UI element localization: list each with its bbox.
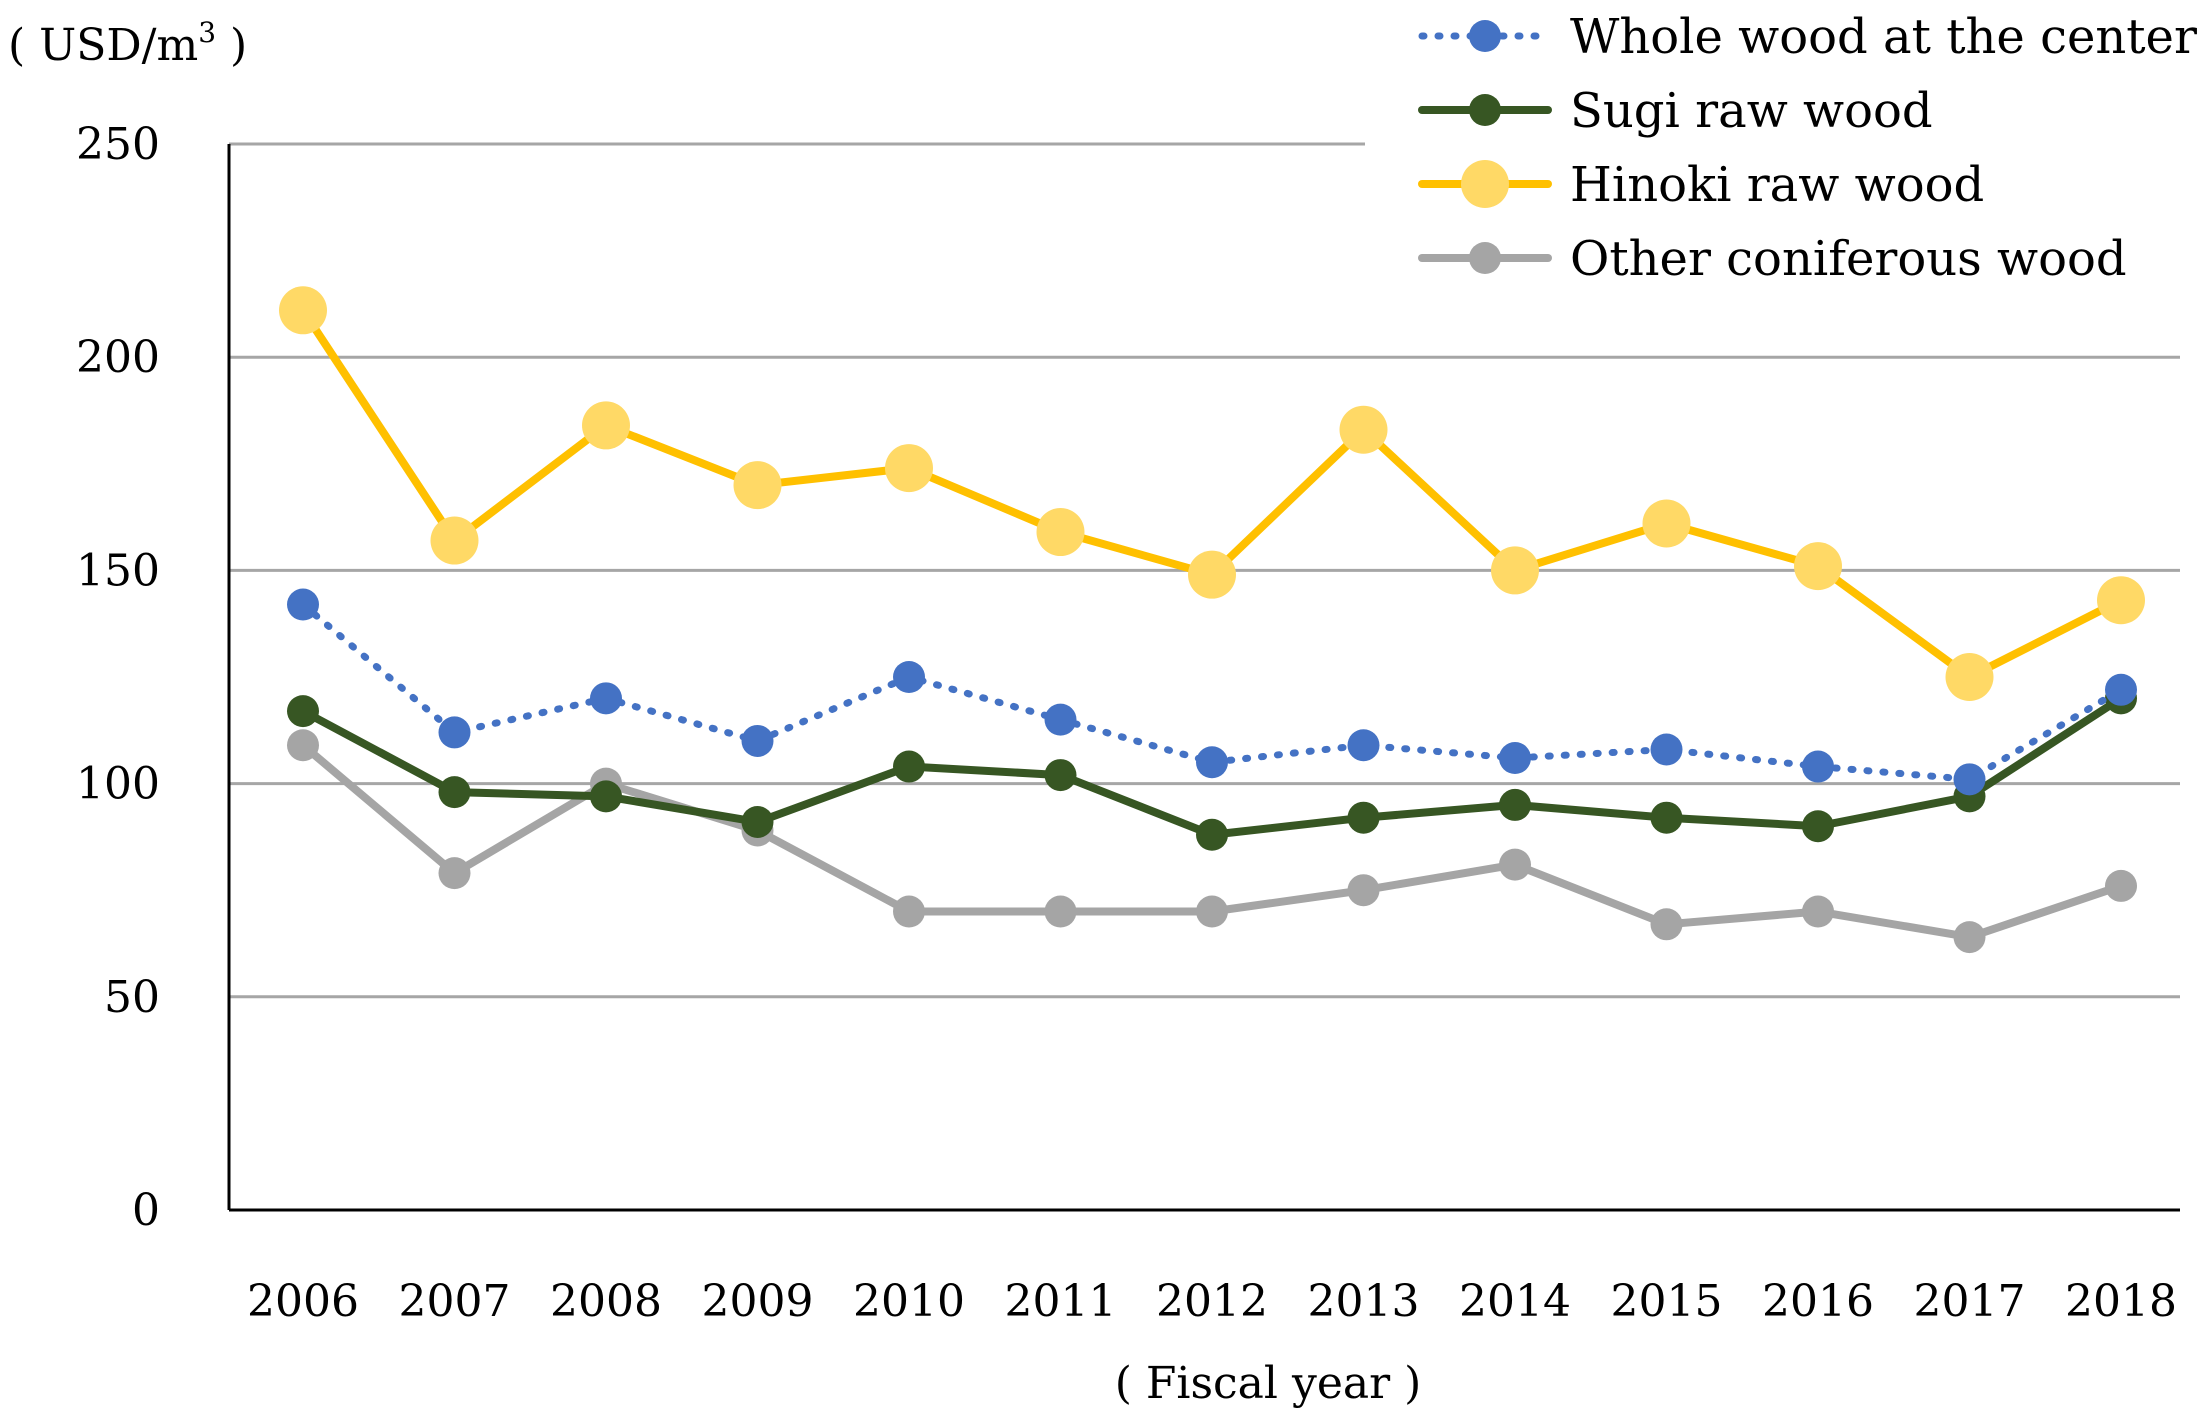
data-point <box>2105 673 2137 706</box>
x-tick-label: 2017 <box>1914 1276 2026 1327</box>
x-axis-title: ( Fiscal year ) <box>1115 1358 1422 1409</box>
data-point <box>1499 742 1531 775</box>
y-tick-label: 50 <box>104 972 160 1023</box>
x-tick-label: 2007 <box>399 1276 511 1327</box>
data-point <box>1044 759 1077 792</box>
data-point <box>438 776 471 809</box>
y-axis-title-main: ( USD/m <box>8 20 198 71</box>
x-tick-label: 2006 <box>247 1276 359 1327</box>
data-point <box>1347 801 1380 834</box>
legend-item-other-coniferous-wood: Other coniferous wood <box>1418 231 2127 287</box>
legend-label: Whole wood at the center <box>1570 9 2197 65</box>
x-tick-label: 2008 <box>550 1276 662 1327</box>
legend-label: Other coniferous wood <box>1570 231 2127 287</box>
data-point <box>287 695 319 728</box>
data-point <box>893 750 925 783</box>
data-point <box>438 716 471 749</box>
data-point <box>1196 895 1228 928</box>
x-tick-label: 2018 <box>2065 1276 2177 1327</box>
data-point <box>1491 546 1539 595</box>
data-point <box>1945 653 1994 701</box>
data-point <box>287 729 319 762</box>
legend-item-whole-wood-at-the-center: Whole wood at the center <box>1418 9 2197 65</box>
y-tick-label: 150 <box>76 545 160 596</box>
x-tick-label: 2012 <box>1156 1276 1268 1327</box>
y-tick-labels: 0 50 100 150 200 250 <box>76 119 160 1236</box>
data-point <box>2097 576 2145 625</box>
legend-swatch-marker <box>1469 20 1501 52</box>
data-point <box>1650 908 1683 941</box>
y-tick-label: 0 <box>132 1185 160 1236</box>
data-point <box>1953 921 1986 954</box>
data-point <box>733 461 782 510</box>
data-point <box>1794 542 1842 591</box>
data-point <box>279 286 327 335</box>
legend-item-sugi-raw-wood: Sugi raw wood <box>1418 83 1933 139</box>
y-axis-title: ( USD/m3 ) <box>8 16 247 71</box>
x-tick-labels: 2006 2007 2008 2009 2010 2011 2012 2013 2014 2015… <box>247 1276 2177 1327</box>
data-point <box>1339 405 1388 454</box>
series-whole-wood-at-the-center <box>287 588 2137 796</box>
data-point <box>1499 848 1531 881</box>
series-sugi-raw-wood <box>287 682 2137 851</box>
data-point <box>885 444 933 493</box>
x-tick-label: 2009 <box>702 1276 814 1327</box>
data-point <box>1196 746 1228 779</box>
series <box>279 286 2145 954</box>
x-tick-label: 2013 <box>1308 1276 1420 1327</box>
data-point <box>741 724 774 757</box>
data-point <box>1347 874 1380 907</box>
legend-swatch-marker <box>1461 160 1509 208</box>
legend-label: Hinoki raw wood <box>1570 157 1984 213</box>
data-point <box>741 805 774 838</box>
data-point <box>590 682 622 715</box>
data-point <box>2105 869 2137 902</box>
data-point <box>893 895 925 928</box>
data-point <box>1044 895 1077 928</box>
legend-label: Sugi raw wood <box>1570 83 1933 139</box>
x-tick-label: 2011 <box>1005 1276 1117 1327</box>
data-point <box>582 401 630 450</box>
x-tick-label: 2010 <box>853 1276 965 1327</box>
data-point <box>590 780 622 813</box>
data-point <box>1499 788 1531 821</box>
data-point <box>1036 508 1085 557</box>
x-tick-label: 2015 <box>1611 1276 1723 1327</box>
data-point <box>438 857 471 890</box>
x-tick-label: 2014 <box>1459 1276 1571 1327</box>
data-point <box>1953 763 1986 796</box>
x-tick-label: 2016 <box>1762 1276 1874 1327</box>
series-line-hinoki-raw-wood <box>299 306 2125 681</box>
legend-item-hinoki-raw-wood: Hinoki raw wood <box>1418 157 1984 213</box>
data-point <box>1188 550 1236 599</box>
data-point <box>1650 733 1683 766</box>
data-point <box>1802 895 1834 928</box>
data-point <box>287 588 319 621</box>
y-axis-title-superscript: 3 <box>198 16 216 49</box>
y-tick-label: 100 <box>76 759 160 810</box>
data-point <box>1642 499 1691 548</box>
legend-swatch-marker <box>1469 94 1501 126</box>
legend-swatch-marker <box>1469 242 1501 274</box>
data-point <box>1196 818 1228 851</box>
y-tick-label: 250 <box>76 119 160 170</box>
data-point <box>1802 810 1834 843</box>
series-hinoki-raw-wood <box>279 286 2145 701</box>
y-tick-label: 200 <box>76 332 160 383</box>
data-point <box>1347 729 1380 762</box>
data-point <box>893 661 925 693</box>
legend: Whole wood at the center Sugi raw wood Hin… <box>1418 9 2197 287</box>
data-point <box>1650 801 1683 834</box>
data-point <box>1044 703 1077 736</box>
data-point <box>1802 750 1834 783</box>
axes <box>227 144 2180 1212</box>
data-point <box>430 516 479 565</box>
y-axis-title-close: ) <box>216 20 247 71</box>
